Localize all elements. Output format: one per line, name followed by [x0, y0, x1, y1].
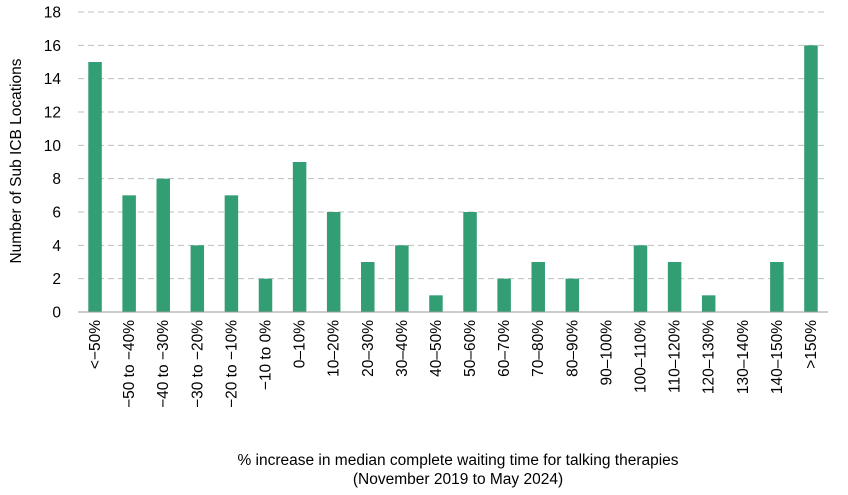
- x-tick-label: 120–130%: [701, 320, 718, 394]
- x-tick-label: 40–50%: [428, 320, 445, 377]
- y-tick-label: 12: [44, 105, 61, 122]
- bar: [326, 212, 341, 312]
- x-tick-label: >150%: [803, 320, 820, 369]
- gridlines: [78, 11, 828, 280]
- x-tick-label: 110–120%: [667, 320, 684, 393]
- x-axis-label-line-2: (November 2019 to May 2024): [352, 471, 564, 488]
- y-tick-label: 4: [52, 238, 61, 255]
- x-tick-label: −20 to −10%: [223, 320, 240, 408]
- x-tick-label: −10 to 0%: [258, 320, 275, 390]
- y-tick-label: 2: [52, 271, 61, 288]
- y-axis-label: Number of Sub ICB Locations: [8, 58, 25, 263]
- y-tick-label: 16: [44, 38, 61, 55]
- bar: [667, 262, 682, 312]
- y-tick-label: 6: [52, 205, 61, 222]
- x-axis-label-line-1: % increase in median complete waiting ti…: [237, 452, 679, 469]
- y-tick-labels: 0 2 4 6 8 10 12 14 16 18: [44, 5, 62, 322]
- x-tick-label: −40 to −30%: [155, 320, 172, 408]
- bar: [633, 245, 648, 312]
- bar: [701, 295, 716, 312]
- x-tick-label: 80–90%: [564, 320, 581, 377]
- x-tick-label: 30–40%: [394, 320, 411, 377]
- x-tick-label: 140–150%: [769, 320, 786, 394]
- bar: [429, 295, 443, 312]
- bar: [804, 45, 818, 312]
- x-tick-label: 60–70%: [496, 320, 513, 377]
- x-tick-label: −30 to −20%: [189, 320, 206, 408]
- bar: [463, 212, 477, 312]
- x-tick-labels: <−50% −50 to −40% −40 to −30% −30 to −20% −2…: [87, 320, 820, 408]
- x-tick-label: 0–10%: [292, 320, 309, 368]
- x-tick-label: 50–60%: [462, 320, 479, 377]
- bar: [258, 278, 273, 312]
- y-tick-label: 8: [52, 171, 61, 188]
- bars: [88, 45, 818, 312]
- bar: [88, 62, 102, 312]
- bar: [565, 278, 580, 312]
- x-tick-label: 130–140%: [735, 320, 752, 394]
- x-tick-label: −50 to −40%: [121, 320, 138, 408]
- x-tick-label: 10–20%: [326, 320, 343, 377]
- bar: [190, 245, 205, 312]
- y-tick-label: 18: [44, 5, 61, 22]
- bar: [292, 162, 307, 312]
- y-tick-label: 14: [44, 71, 62, 88]
- bar: [361, 262, 375, 312]
- bar: [770, 262, 784, 312]
- bar: [224, 195, 239, 312]
- y-tick-label: 10: [44, 138, 62, 155]
- y-tick-label: 0: [52, 305, 61, 322]
- x-tick-label: 100–110%: [633, 320, 650, 393]
- bar: [531, 262, 545, 312]
- bar: [156, 178, 170, 312]
- x-tick-label: <−50%: [87, 320, 104, 369]
- x-tick-label: 20–30%: [360, 320, 377, 377]
- bar: [395, 245, 409, 312]
- bar: [497, 278, 511, 312]
- bar: [122, 195, 136, 312]
- x-tick-label: 70–80%: [530, 320, 547, 377]
- x-tick-label: 90–100%: [598, 320, 615, 386]
